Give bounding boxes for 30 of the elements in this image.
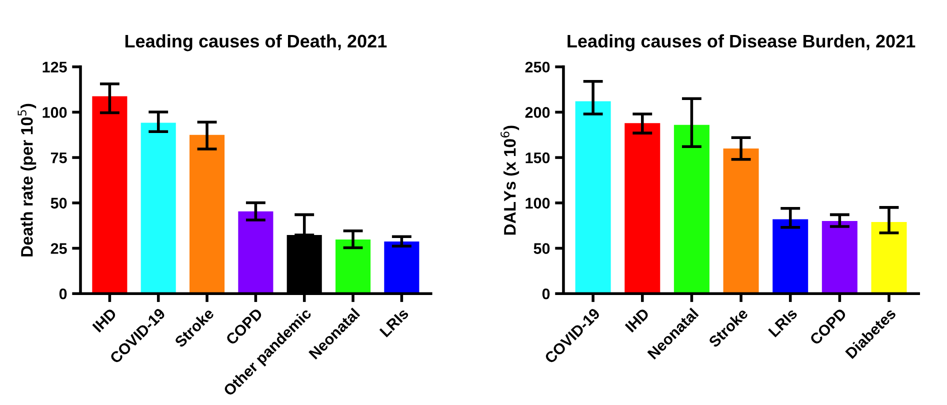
y-tick-label: 150: [526, 152, 550, 164]
y-axis-title: DALYs (x 10$^{6}$): [500, 126, 520, 235]
bar: [822, 221, 858, 294]
y-tick-label: 0: [542, 288, 550, 300]
y-tick-label: 250: [525, 62, 550, 73]
y-tick-label: 25: [50, 243, 67, 254]
y-tick-label: 75: [50, 152, 67, 164]
bar: [723, 148, 759, 294]
bar: [384, 242, 420, 294]
y-axis-title: Death rate (per 10$^{5}$): [18, 104, 36, 256]
chart-title: Leading causes of Death, 2021: [125, 34, 387, 52]
y-tick-label: 200: [525, 107, 550, 118]
y-tick-label: 100: [526, 198, 550, 209]
bar: [674, 124, 710, 294]
x-tick-label: IHD: [624, 308, 650, 333]
bar: [190, 134, 225, 294]
bar: [575, 101, 611, 294]
bar: [772, 219, 808, 294]
bar: [140, 122, 176, 294]
chart-title: Leading causes of Disease Burden, 2021: [568, 34, 916, 52]
bar: [336, 240, 371, 294]
bar: [238, 211, 274, 294]
y-tick-label: 125: [42, 62, 67, 73]
bar: [624, 123, 660, 294]
y-tick-label: 50: [50, 198, 67, 209]
y-tick-label: 50: [534, 243, 550, 254]
bar: [92, 96, 128, 294]
bar: [871, 222, 907, 294]
y-tick-label: 100: [42, 107, 67, 118]
y-tick-label: 0: [59, 288, 67, 300]
